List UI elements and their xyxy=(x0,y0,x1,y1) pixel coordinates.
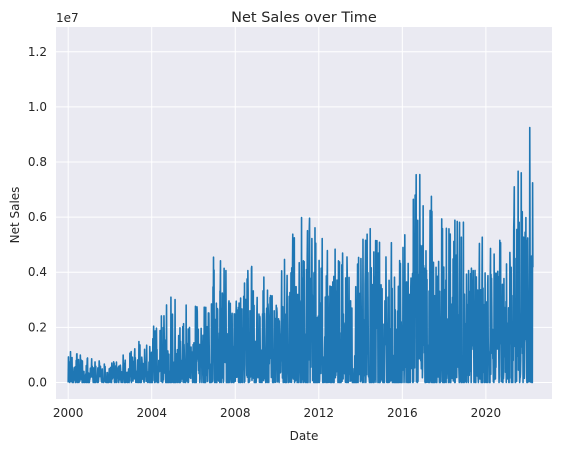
y-tick-label: 0.4 xyxy=(28,265,47,279)
x-tick-label: 2016 xyxy=(387,406,418,420)
y-axis-label: Net Sales xyxy=(8,187,22,244)
x-axis-label: Date xyxy=(290,429,319,443)
y-axis-ticks: 0.0 0.2 0.4 0.6 0.8 1.0 1.2 xyxy=(28,45,47,390)
x-tick-label: 2004 xyxy=(136,406,167,420)
x-axis-ticks: 2000 2004 2008 2012 2016 2020 xyxy=(53,406,501,420)
y-tick-label: 1.0 xyxy=(28,100,47,114)
y-tick-label: 0.8 xyxy=(28,155,47,169)
chart-title: Net Sales over Time xyxy=(231,10,377,26)
x-tick-label: 2008 xyxy=(220,406,251,420)
y-offset-label: 1e7 xyxy=(56,11,79,25)
y-tick-label: 1.2 xyxy=(28,45,47,59)
x-tick-label: 2020 xyxy=(471,406,502,420)
y-tick-label: 0.6 xyxy=(28,210,47,224)
y-tick-label: 0.0 xyxy=(28,375,47,389)
x-tick-label: 2000 xyxy=(53,406,84,420)
x-tick-label: 2012 xyxy=(304,406,335,420)
y-tick-label: 0.2 xyxy=(28,320,47,334)
